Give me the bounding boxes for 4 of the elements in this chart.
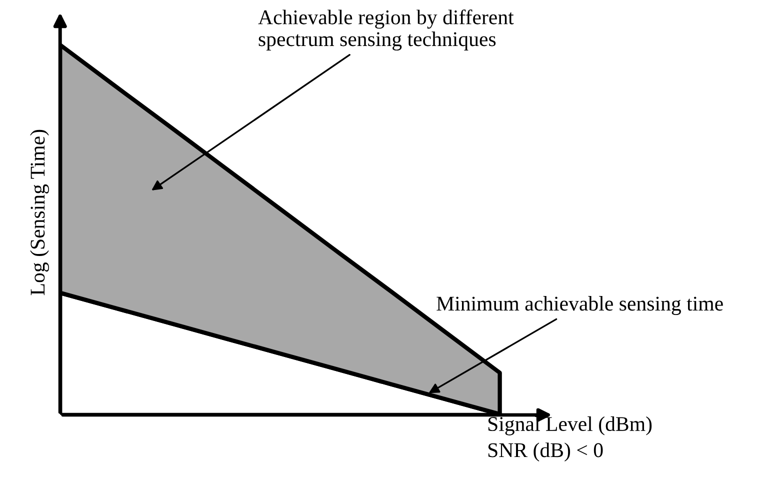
- x-axis-title: Signal Level (dBm) SNR (dB) < 0: [488, 416, 652, 462]
- y-axis-title: Log (Sensing Time): [30, 130, 50, 296]
- annotation: Achievable region by different spectrum sensing techniques: [258, 9, 514, 50]
- annotation: Minimum achievable sensing time: [436, 296, 723, 315]
